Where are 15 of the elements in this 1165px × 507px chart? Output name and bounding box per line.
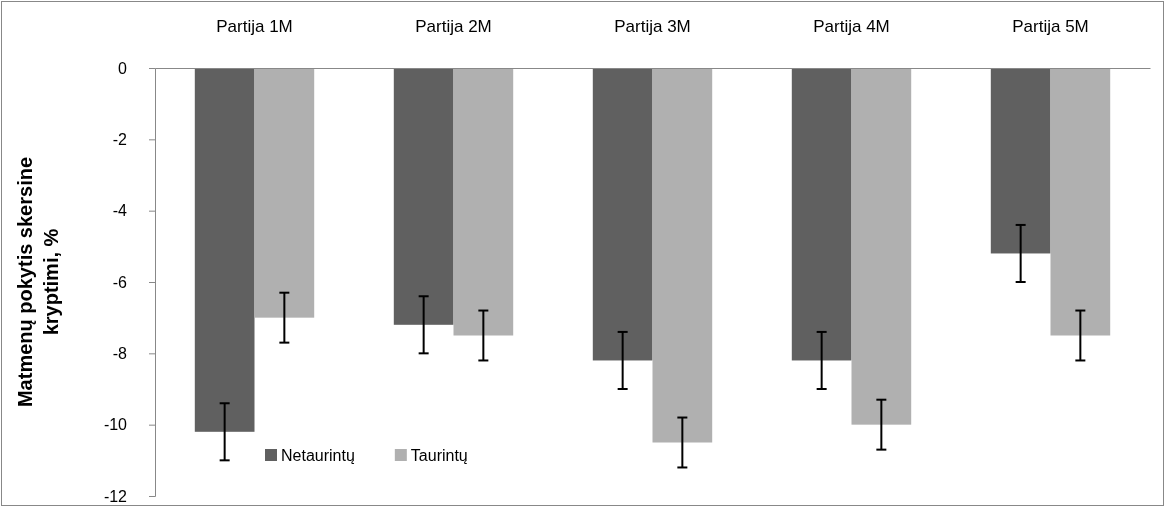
x-tick-label: Partija 1M	[216, 17, 293, 36]
y-tick-label: -8	[112, 344, 128, 362]
y-tick-label: -10	[103, 416, 128, 434]
legend-label: Netaurintų	[281, 447, 355, 464]
y-tick-label: 0	[118, 59, 128, 77]
x-tick-label: Partija 4M	[813, 17, 890, 36]
y-tick-label: -12	[103, 487, 128, 505]
y-tick-label: -2	[112, 130, 128, 148]
y-axis-title: Matmenų pokytis skersine kryptimi, %	[14, 156, 62, 408]
y-tick-label: -6	[112, 273, 128, 291]
y-tick-label: -4	[112, 202, 128, 220]
x-tick-label: Partija 2M	[415, 17, 492, 36]
x-tick-label: Partija 3M	[614, 17, 691, 36]
legend-label: Taurintų	[410, 447, 468, 464]
x-tick-label: Partija 5M	[1012, 17, 1089, 36]
